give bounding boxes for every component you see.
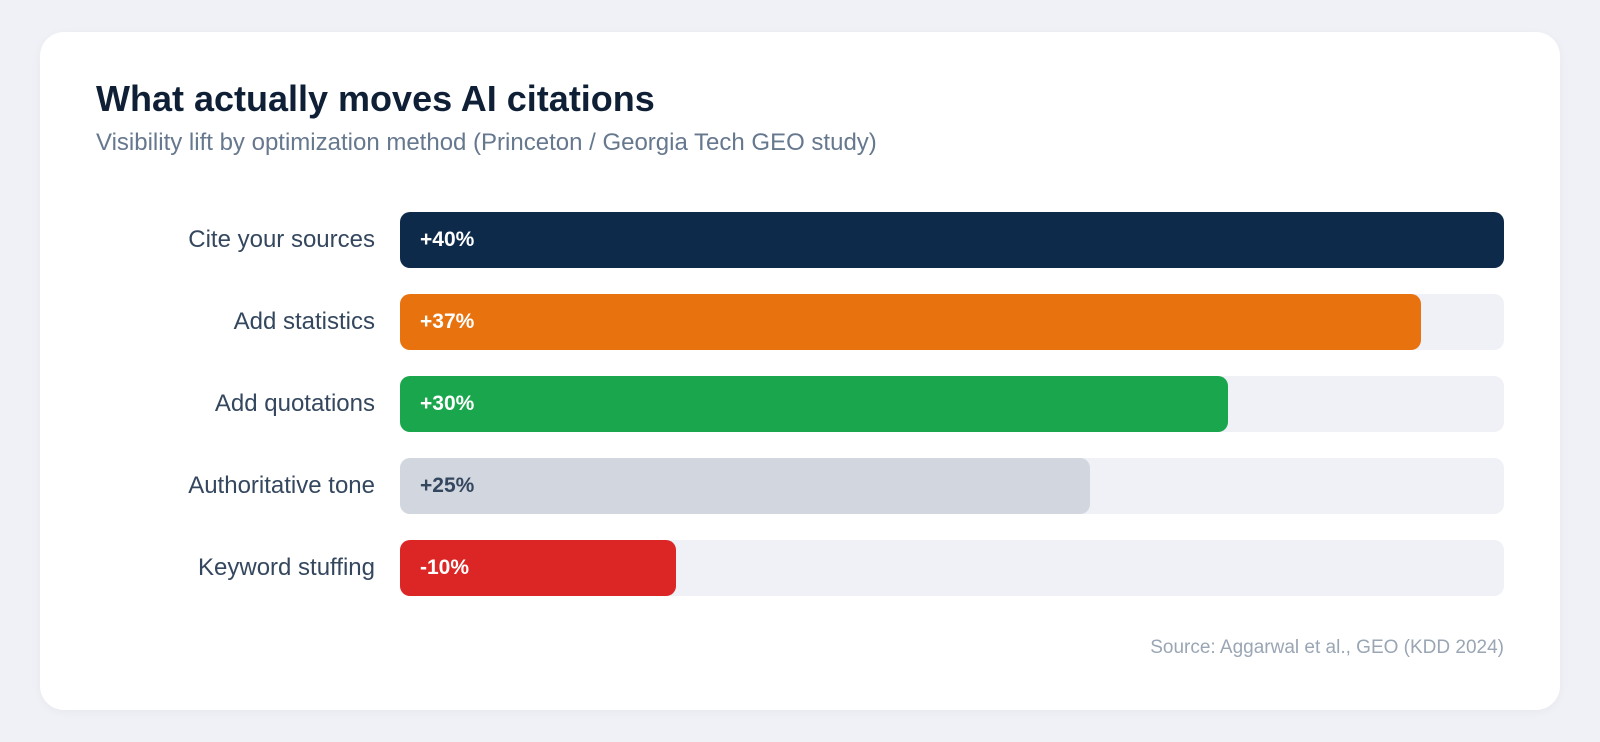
chart-source-note: Source: Aggarwal et al., GEO (KDD 2024) [1150,637,1504,658]
bar-track: +30% [400,376,1504,432]
category-label: Cite your sources [188,226,375,253]
bar-track: +37% [400,294,1504,350]
bar: +40% [400,212,1504,268]
bar-row: Keyword stuffing -10% [40,540,1560,596]
category-label: Authoritative tone [188,472,375,499]
bar-chart: Cite your sources +40% Add statistics +37% A… [40,32,1560,710]
category-label: Add statistics [233,308,375,335]
bar-track: -10% [400,540,1504,596]
bar-value-label: +25% [420,474,475,497]
bar-value-label: -10% [420,556,470,579]
bar-value-label: +30% [420,392,475,415]
bar-value-label: +40% [420,228,475,251]
category-label: Keyword stuffing [198,554,375,581]
bar: +30% [400,376,1228,432]
bar-row: Cite your sources +40% [40,212,1560,268]
chart-title: What actually moves AI citations [96,78,655,119]
bar-track: +25% [400,458,1504,514]
bar-row: Authoritative tone +25% [40,458,1560,514]
chart-subtitle: Visibility lift by optimization method (… [96,129,877,156]
bar: +37% [400,294,1422,350]
bar: -10% [400,540,676,596]
bar-track: +40% [400,212,1504,268]
bar-row: Add statistics +37% [40,294,1560,350]
chart-card: What actually moves AI citations Visibil… [40,32,1560,710]
category-label: Add quotations [214,390,375,417]
bar-value-label: +37% [420,310,475,333]
bar-row: Add quotations +30% [40,376,1560,432]
bar: +25% [400,458,1090,514]
